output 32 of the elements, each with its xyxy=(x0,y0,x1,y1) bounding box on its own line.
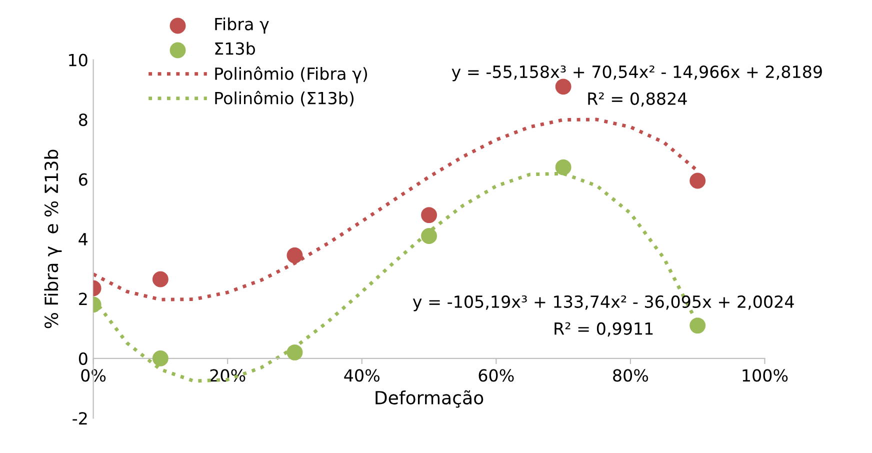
x-tick-label: 80% xyxy=(613,369,648,382)
point xyxy=(555,159,572,176)
annotation: R² = 0,8824 xyxy=(588,92,687,107)
annotation: R² = 0,9911 xyxy=(554,322,653,337)
point xyxy=(286,247,303,264)
y-tick-label: 4 xyxy=(78,233,88,246)
x-tick-label: 40% xyxy=(344,369,380,382)
x-axis-title: Deformação xyxy=(376,390,484,408)
y-axis-title: % Fibra γ e % Σ13b xyxy=(44,150,62,328)
x-tick-label: 0% xyxy=(81,369,106,382)
y-tick-label: 8 xyxy=(78,113,88,126)
x-tick-label: 60% xyxy=(478,369,514,382)
x-tick-label: 100% xyxy=(742,369,788,382)
point xyxy=(152,271,168,288)
point xyxy=(152,350,168,366)
point xyxy=(286,344,303,360)
y-tick-label: -2 xyxy=(72,412,87,424)
annotation: y = -105,19x³ + 133,74x² - 36,095x + 2,0024 xyxy=(412,295,794,312)
y-tick-label: 2 xyxy=(79,292,87,306)
point xyxy=(690,172,706,189)
point xyxy=(421,228,437,244)
point xyxy=(690,318,706,334)
point xyxy=(421,207,437,224)
legend-label: Polinômio (Fibra γ) xyxy=(215,66,368,84)
legend-label: Polinômio (Σ13b) xyxy=(215,90,354,106)
legend-label: Σ13b xyxy=(215,42,255,55)
point xyxy=(555,78,572,95)
y-tick-label: 10 xyxy=(69,54,88,66)
y-tick-label: 6 xyxy=(79,173,88,186)
y-tick-label: 0 xyxy=(78,352,88,365)
legend-label: Fibra γ xyxy=(215,17,269,34)
annotation: y = -55,158x³ + 70,54x² - 14,966x + 2,8189 xyxy=(452,65,822,82)
